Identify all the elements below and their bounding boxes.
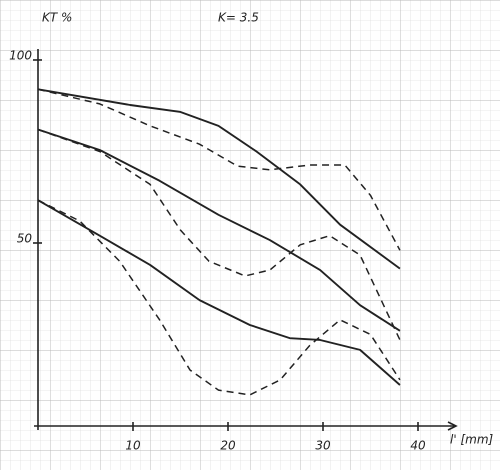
x-tick-label: 30 [315, 439, 331, 453]
x-tick-label: 10 [125, 439, 141, 453]
curve [37, 199, 401, 386]
x-tick-label: 40 [410, 439, 426, 453]
x-axis-arrow [447, 421, 458, 431]
y-tick-label: 100 [9, 48, 32, 62]
x-axis-label: l' [mm] [450, 433, 494, 447]
chart-title: K= 3.5 [218, 11, 259, 25]
x-tick-label: 20 [220, 439, 236, 453]
curve [37, 88, 401, 270]
curve [37, 88, 401, 251]
curve [37, 199, 401, 396]
y-tick-label: 50 [17, 231, 33, 245]
y-axis-label: KT % [42, 11, 72, 25]
curve [37, 128, 401, 332]
